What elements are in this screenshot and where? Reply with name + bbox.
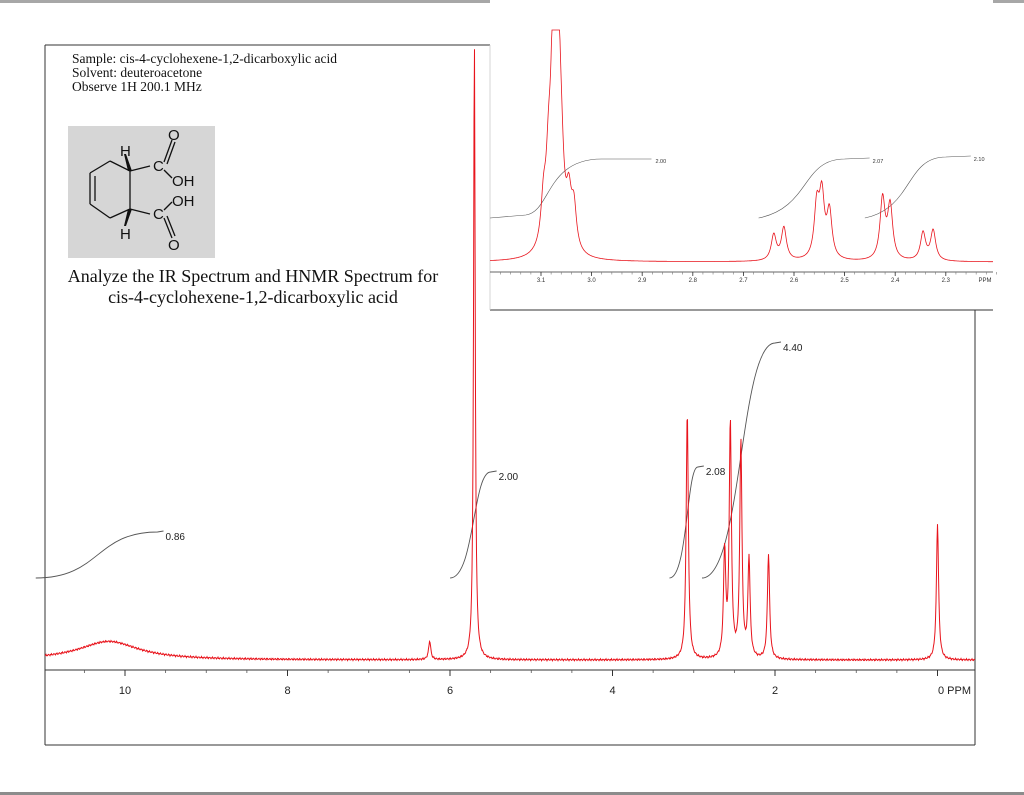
inset-integral-label: 2.10 (974, 157, 985, 163)
inset-tick-label: 3.1 (537, 278, 546, 284)
main-integral-curve (669, 465, 704, 579)
instruction-line-2: cis-4-cyclohexene-1,2-dicarboxylic acid (108, 287, 398, 307)
atom-label-h-bottom: H (120, 226, 131, 243)
molecule-structure-image: H H O C OH OH C O (68, 126, 215, 258)
main-integral-curve (701, 341, 782, 579)
inset-tick-label: 2.9 (638, 278, 647, 284)
inset-tick-label: 3.0 (587, 278, 596, 284)
inset-integral-curve (489, 158, 652, 219)
atom-label-o-bottom: O (168, 237, 180, 254)
main-plot-frame (44, 44, 993, 746)
instruction-text: Analyze the IR Spectrum and HNMR Spectru… (46, 266, 460, 308)
main-integral-label: 2.00 (499, 472, 519, 483)
main-integral-label: 2.08 (706, 467, 726, 478)
main-tick-label: 4 (609, 685, 615, 697)
inset-spectrum-trace (490, 29, 993, 263)
inset-integral-curve (758, 157, 870, 219)
main-integral-label: 4.40 (783, 343, 803, 354)
structure-drawing: H H O C OH OH C O (89, 127, 195, 254)
bottom-border (0, 792, 1024, 795)
atom-label-oh-bottom: OH (172, 193, 195, 210)
atom-label-h-top: H (120, 143, 131, 160)
main-integral-label: 0.86 (166, 532, 186, 543)
main-x-axis: 10 8 6 4 2 0 PPM (45, 669, 975, 697)
inset-integral-label: 2.07 (873, 159, 884, 165)
main-integral-curves: 0.86 2.00 2.08 4.40 (35, 341, 803, 579)
main-tick-label: 10 (119, 685, 131, 697)
main-integral-curve (450, 470, 497, 579)
inset-tick-label: 2.3 (942, 278, 951, 284)
inset-tick-label: 2.8 (689, 278, 698, 284)
solvent-line: Solvent: deuteroacetone (72, 65, 203, 80)
main-tick-label: 2 (772, 685, 778, 697)
main-tick-label: 8 (284, 685, 290, 697)
atom-label-oh-top: OH (172, 173, 195, 190)
inset-tick-label: 2.6 (790, 278, 799, 284)
atom-label-c-top: C (153, 158, 164, 175)
atom-label-c-bottom: C (153, 206, 164, 223)
inset-x-axis: 3.1 3.0 2.9 2.8 2.7 2.6 2.5 2.4 2.3 PPM (490, 271, 997, 284)
main-tick-label: 0 PPM (938, 685, 971, 697)
sample-info: Sample: cis-4-cyclohexene-1,2-dicarboxyl… (72, 52, 337, 94)
top-border-right (993, 0, 1024, 3)
observe-line: Observe 1H 200.1 MHz (72, 79, 202, 94)
inset-tick-label: 2.7 (739, 278, 748, 284)
main-integral-curve (35, 530, 164, 579)
instruction-line-1: Analyze the IR Spectrum and HNMR Spectru… (67, 266, 439, 286)
main-spectrum-trace (44, 49, 976, 662)
inset-integral-label: 2.00 (655, 159, 666, 165)
atom-label-o-top: O (168, 127, 180, 144)
top-border-left (0, 0, 490, 3)
inset-tick-label: 2.5 (840, 278, 849, 284)
inset-tick-label: 2.4 (891, 278, 900, 284)
sample-line: Sample: cis-4-cyclohexene-1,2-dicarboxyl… (72, 51, 338, 66)
main-tick-label: 6 (447, 685, 453, 697)
inset-axis-unit: PPM (978, 278, 991, 284)
